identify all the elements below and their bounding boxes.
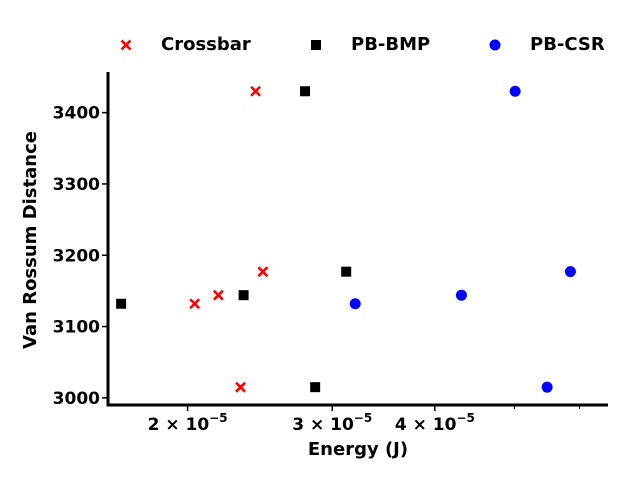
- data-point: [300, 86, 311, 97]
- data-point: [349, 298, 361, 310]
- ticks: 3000 3100 3200 3300 3400 2 × 10−5 3 × 10−5 4 × …: [53, 104, 580, 435]
- series-pb-bmp: [116, 86, 352, 393]
- data-point: [235, 381, 246, 393]
- legend-item: PB-BMP: [311, 34, 430, 55]
- data-point: [341, 266, 352, 277]
- data-point: [250, 85, 262, 97]
- x-axis-title: Energy (J): [308, 439, 408, 460]
- legend-label: PB-CSR: [530, 34, 605, 55]
- data-point: [238, 290, 249, 301]
- y-tick-label: 3100: [53, 318, 100, 338]
- data-point: [310, 382, 321, 393]
- y-tick-label: 3400: [53, 104, 100, 124]
- y-axis-title: Van Rossum Distance: [20, 131, 41, 349]
- data-point: [257, 266, 269, 278]
- data-point: [455, 289, 467, 301]
- data-point: [116, 298, 127, 309]
- data-point: [189, 298, 201, 310]
- plot-area: [116, 85, 576, 393]
- legend-marker: [120, 39, 132, 51]
- data-point: [212, 289, 224, 301]
- legend: Crossbar PB-BMP PB-CSR: [120, 34, 605, 55]
- series-crossbar: [189, 85, 269, 393]
- legend-label: PB-BMP: [351, 34, 430, 55]
- legend-marker: [311, 40, 321, 50]
- x-tick-label: 2 × 10−5: [148, 411, 228, 435]
- y-tick-label: 3000: [53, 389, 100, 409]
- y-tick-label: 3200: [53, 246, 100, 266]
- legend-marker: [489, 39, 501, 51]
- legend-item: Crossbar: [120, 34, 251, 55]
- data-point: [509, 85, 521, 97]
- legend-label: Crossbar: [161, 34, 251, 55]
- legend-item: PB-CSR: [489, 34, 605, 55]
- series-pb-csr: [349, 85, 576, 393]
- x-tick-label: 4 × 10−5: [395, 411, 475, 435]
- x-tick-label: 3 × 10−5: [292, 411, 372, 435]
- y-tick-label: 3300: [53, 175, 100, 195]
- data-point: [541, 381, 553, 393]
- axes: [106, 72, 608, 407]
- data-point: [564, 266, 576, 278]
